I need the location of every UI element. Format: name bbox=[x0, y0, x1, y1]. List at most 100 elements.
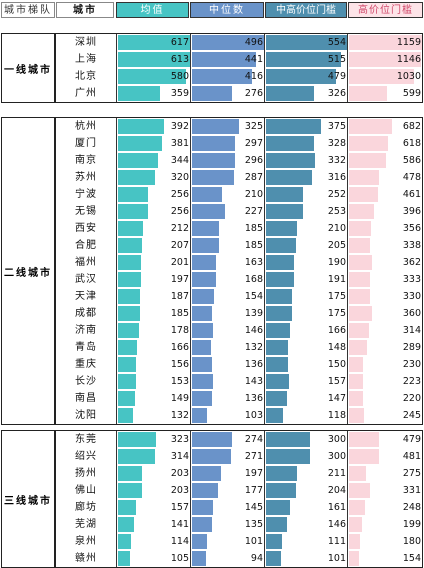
value-bar bbox=[266, 391, 287, 406]
value-label: 320 bbox=[170, 172, 189, 183]
value-cell: 360 bbox=[348, 306, 423, 321]
value-label: 333 bbox=[402, 274, 421, 285]
value-bar bbox=[266, 432, 310, 447]
value-bar bbox=[192, 35, 264, 50]
value-bar bbox=[349, 340, 367, 355]
tier-block: 杭州 392 325 375 682 厦门 381 297 328 618 南京 344 296 332 5… bbox=[55, 117, 423, 425]
value-cell: 297 bbox=[191, 136, 265, 151]
city-name: 天津 bbox=[75, 291, 97, 302]
value-bar bbox=[349, 483, 370, 498]
value-cell: 157 bbox=[117, 500, 191, 515]
value-cell: 212 bbox=[117, 221, 191, 236]
value-cell: 111 bbox=[265, 534, 348, 549]
value-label: 316 bbox=[327, 172, 346, 183]
value-bar bbox=[266, 466, 297, 481]
value-label: 248 bbox=[402, 502, 421, 513]
column-divider bbox=[264, 118, 265, 424]
table-row: 青岛 166 132 148 289 bbox=[56, 339, 422, 356]
value-label: 618 bbox=[402, 138, 421, 149]
value-label: 314 bbox=[170, 451, 189, 462]
value-bar bbox=[266, 221, 297, 236]
value-cell: 416 bbox=[191, 69, 265, 84]
value-bar bbox=[192, 255, 216, 270]
value-bar bbox=[118, 204, 148, 219]
value-cell: 199 bbox=[348, 517, 423, 532]
value-label: 203 bbox=[170, 485, 189, 496]
table-row: 武汉 197 168 191 333 bbox=[56, 271, 422, 288]
value-label: 276 bbox=[244, 88, 263, 99]
value-label: 163 bbox=[244, 257, 263, 268]
value-cell: 178 bbox=[117, 323, 191, 338]
value-label: 154 bbox=[244, 291, 263, 302]
city-name: 扬州 bbox=[75, 468, 97, 479]
value-cell: 143 bbox=[191, 374, 265, 389]
value-bar bbox=[118, 272, 141, 287]
value-bar bbox=[192, 466, 221, 481]
value-label: 230 bbox=[402, 359, 421, 370]
table-row: 东莞 323 274 300 479 bbox=[56, 431, 422, 448]
column-divider bbox=[264, 34, 265, 102]
value-bar bbox=[192, 432, 232, 447]
value-cell: 375 bbox=[265, 119, 348, 134]
city-name: 沈阳 bbox=[75, 410, 97, 421]
table-row: 天津 187 154 175 330 bbox=[56, 288, 422, 305]
value-label: 478 bbox=[402, 172, 421, 183]
value-bar bbox=[118, 551, 130, 566]
column-divider bbox=[116, 118, 117, 424]
value-bar bbox=[266, 136, 314, 151]
value-cell: 274 bbox=[191, 432, 265, 447]
value-cell: 586 bbox=[348, 153, 423, 168]
value-cell: 287 bbox=[191, 170, 265, 185]
value-bar bbox=[192, 357, 212, 372]
value-bar bbox=[349, 517, 362, 532]
value-label: 203 bbox=[170, 468, 189, 479]
value-label: 178 bbox=[170, 325, 189, 336]
value-label: 617 bbox=[170, 37, 189, 48]
value-bar bbox=[349, 255, 372, 270]
value-label: 118 bbox=[327, 410, 346, 421]
table-row: 厦门 381 297 328 618 bbox=[56, 135, 422, 152]
value-label: 191 bbox=[327, 274, 346, 285]
value-label: 682 bbox=[402, 121, 421, 132]
value-bar bbox=[118, 289, 140, 304]
value-cell: 166 bbox=[117, 340, 191, 355]
value-bar bbox=[349, 500, 365, 515]
header-high: 高价位门槛 bbox=[348, 2, 423, 18]
value-cell: 177 bbox=[191, 483, 265, 498]
value-bar bbox=[118, 534, 131, 549]
value-label: 205 bbox=[327, 240, 346, 251]
value-bar bbox=[192, 238, 219, 253]
value-cell: 132 bbox=[117, 408, 191, 423]
city-name: 福州 bbox=[75, 257, 97, 268]
value-label: 323 bbox=[170, 434, 189, 445]
value-cell: 147 bbox=[265, 391, 348, 406]
value-bar bbox=[266, 306, 292, 321]
value-label: 1146 bbox=[396, 54, 421, 65]
value-bar bbox=[192, 69, 252, 84]
value-label: 359 bbox=[170, 88, 189, 99]
value-label: 204 bbox=[327, 485, 346, 496]
value-cell: 118 bbox=[265, 408, 348, 423]
value-label: 297 bbox=[244, 138, 263, 149]
value-cell: 161 bbox=[265, 500, 348, 515]
value-label: 207 bbox=[170, 240, 189, 251]
value-bar bbox=[349, 408, 364, 423]
value-bar bbox=[192, 408, 207, 423]
value-bar bbox=[349, 449, 379, 464]
city-name: 成都 bbox=[75, 308, 97, 319]
value-bar bbox=[266, 517, 287, 532]
value-label: 111 bbox=[327, 536, 346, 547]
value-label: 177 bbox=[244, 485, 263, 496]
tier-label: 三线城市 bbox=[1, 430, 55, 568]
value-cell: 275 bbox=[348, 466, 423, 481]
column-divider bbox=[347, 118, 348, 424]
value-bar bbox=[349, 86, 387, 101]
value-label: 356 bbox=[402, 223, 421, 234]
value-cell: 1030 bbox=[348, 69, 423, 84]
value-bar bbox=[349, 551, 359, 566]
value-bar bbox=[266, 86, 314, 101]
value-cell: 163 bbox=[191, 255, 265, 270]
value-cell: 230 bbox=[348, 357, 423, 372]
value-cell: 175 bbox=[265, 306, 348, 321]
value-cell: 136 bbox=[191, 357, 265, 372]
